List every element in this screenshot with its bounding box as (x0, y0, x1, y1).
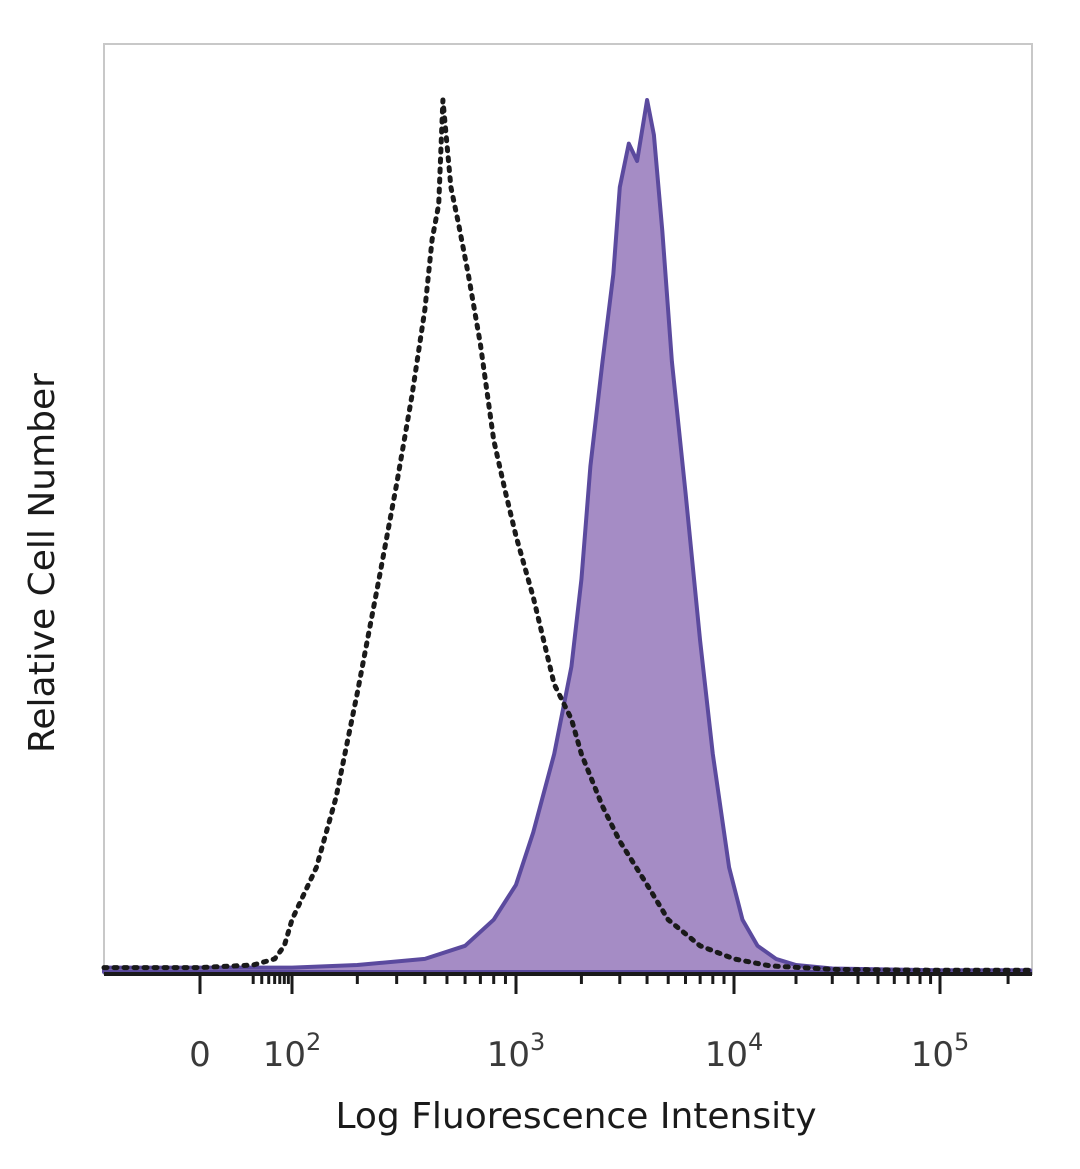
series-layer (101, 97, 1033, 974)
dotted-control-series (101, 97, 1033, 973)
x-tick-label: 105 (911, 1028, 970, 1075)
x-tick-label: 102 (263, 1028, 322, 1075)
x-tick-label: 0 (189, 1035, 211, 1075)
x-tick-label: 103 (487, 1028, 546, 1075)
filled-histogram-series (102, 98, 1032, 974)
y-axis-title: Relative Cell Number (22, 373, 63, 753)
x-axis-title: Log Fluorescence Intensity (335, 1096, 816, 1137)
x-tick-label: 104 (705, 1028, 764, 1075)
x-tick-layer: 0 102 103 104 105 (189, 974, 1010, 1075)
